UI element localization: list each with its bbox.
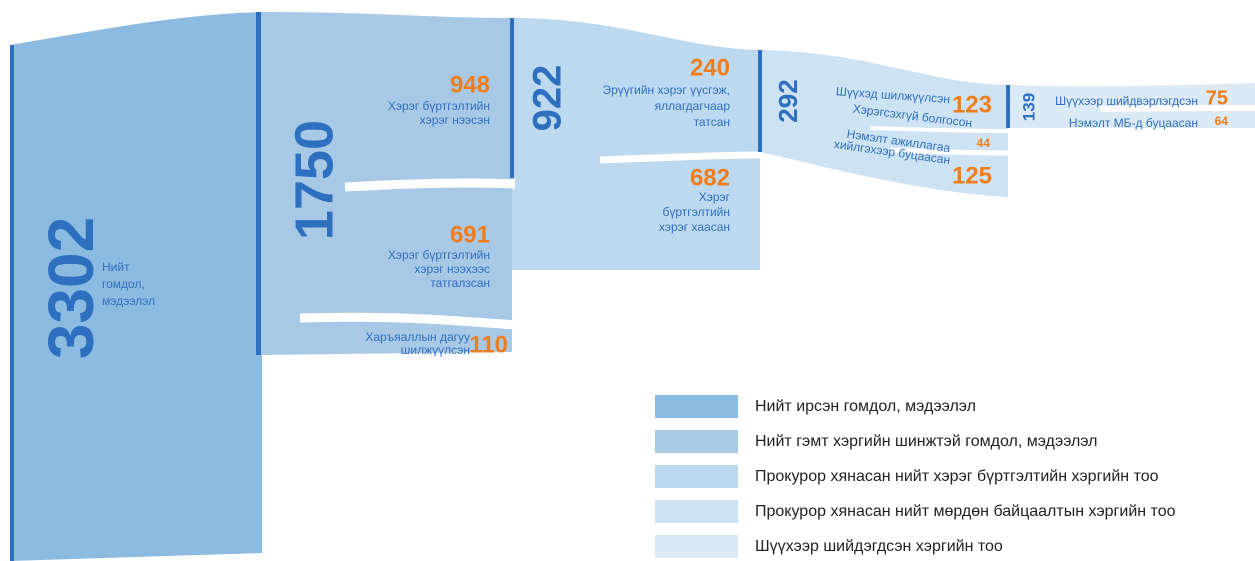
node-label: бүртгэлтийн (662, 205, 730, 219)
node-label: Шүүхээр шийдвэрлэгдсэн (1055, 94, 1198, 108)
node-bar (510, 18, 514, 178)
node-label: Харъяаллын дагуу (365, 330, 470, 344)
flow-gap (599, 151, 763, 164)
flow-col3 (512, 18, 760, 270)
node-value: 922 (526, 65, 570, 132)
legend-swatch (655, 430, 738, 453)
flow-gap (299, 312, 516, 330)
flow-gap (889, 147, 1011, 156)
node-label: шилжүүлсэн (401, 343, 470, 357)
legend-label: Нийт гэмт хэргийн шинжтэй гомдол, мэдээл… (755, 433, 1098, 450)
node-label: татсан (694, 115, 730, 129)
node-label: Хэрэг бүртгэлтийн (388, 99, 490, 113)
node-value: 125 (952, 162, 992, 189)
node-bar (1006, 85, 1010, 128)
node-value: 75 (1206, 87, 1228, 109)
node-label: Хэрэг бүртгэлтийн (388, 248, 490, 262)
node-label: хэрэг нээсэн (420, 113, 490, 127)
legend-label: Шүүхээр шийдэгдсэн хэргийн тоо (755, 538, 1003, 555)
node-bar (256, 12, 261, 355)
node-label: Нийт (102, 260, 130, 274)
node-label: хэрэг нээхээс (414, 262, 490, 276)
node-value: 44 (977, 136, 991, 150)
flow-gap (869, 126, 1011, 133)
legend-swatch (655, 395, 738, 418)
node-value: 292 (773, 79, 803, 122)
legend-swatch (655, 500, 738, 523)
node-value: 139 (1019, 93, 1038, 121)
node-label: хэрэг хаасан (659, 220, 730, 234)
node-label: яллагдагчаар (655, 99, 731, 113)
node-label: гомдол, (102, 277, 145, 291)
node-label: татгалзсан (430, 276, 490, 290)
legend-label: Прокурор хянасан нийт хэрэг бүртгэлтийн … (755, 468, 1159, 485)
legend-swatch (655, 465, 738, 488)
node-label: Эрүүгийн хэрэг үүсгэж, (602, 83, 730, 97)
node-value: 682 (690, 164, 730, 191)
node-bar (758, 50, 762, 152)
node-label: Нэмэлт МБ-д буцаасан (1069, 116, 1198, 130)
node-value: 691 (450, 221, 490, 248)
node-bar (10, 45, 14, 561)
node-value: 240 (690, 54, 730, 81)
node-label: мэдээлэл (102, 294, 155, 308)
node-value: 64 (1215, 114, 1229, 128)
legend-swatch (655, 535, 738, 558)
flow-col5 (1008, 83, 1255, 128)
legend-label: Нийт ирсэн гомдол, мэдээлэл (755, 398, 976, 415)
node-value: 1750 (284, 120, 344, 240)
node-value: 110 (469, 331, 508, 358)
flow-gap (344, 178, 516, 192)
flow-col4 (760, 50, 1008, 197)
flow-col1 (10, 12, 262, 561)
flow-gap (1099, 105, 1255, 112)
legend-label: Прокурор хянасан нийт мөрдөн байцаалтын … (755, 503, 1176, 520)
node-value: 123 (952, 91, 992, 118)
node-value: 3302 (35, 217, 107, 359)
node-value: 948 (450, 71, 490, 98)
node-label: Хэрэг (699, 190, 731, 204)
